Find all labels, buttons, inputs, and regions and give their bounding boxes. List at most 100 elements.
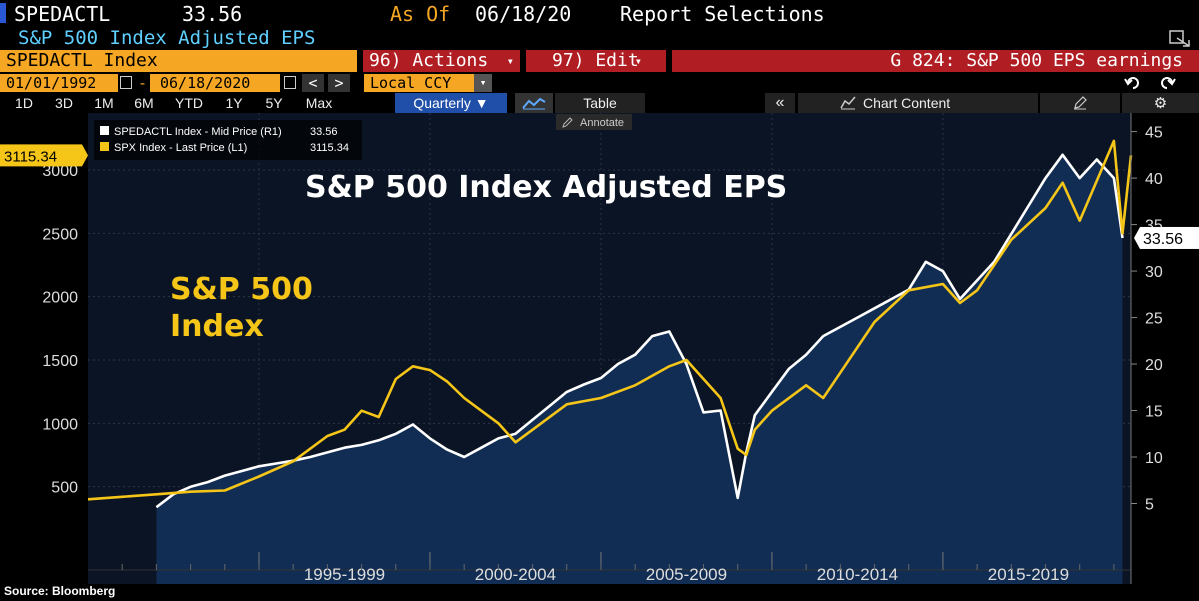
range-button-1y[interactable]: 1Y: [225, 95, 243, 111]
line-chart-icon: [522, 97, 546, 110]
redo-icon[interactable]: [1158, 75, 1176, 91]
x-tick-label: 1995-1999: [304, 565, 385, 584]
legend-spx-value: 3115.34: [310, 142, 349, 154]
left-tick-label: 2000: [42, 290, 78, 307]
right-tick-label: 25: [1145, 311, 1163, 328]
security-field[interactable]: SPEDACTL Index: [0, 50, 357, 72]
legend-eps-swatch: [100, 126, 109, 135]
spx-badge-tip: [82, 144, 88, 167]
left-tick-label: 1000: [42, 416, 78, 433]
range-toolbar: 1D 3D 1M 6M YTD 1Y 5Y Max Quarterly ▼ Table « C…: [0, 93, 1199, 113]
actions-menu[interactable]: 96) Actions ▾: [363, 50, 520, 72]
right-tick-label: 20: [1145, 357, 1163, 374]
chart-title: S&P 500 Index Adjusted EPS: [305, 170, 787, 205]
annotate-label: Annotate: [580, 117, 624, 129]
start-date-field[interactable]: 01/01/1992: [0, 74, 118, 92]
line-chart-toggle[interactable]: [515, 93, 553, 113]
x-axis: 1995-1999 2000-2004 2005-2009 2010-2014 2015…: [88, 552, 1131, 584]
left-tick-label: 2500: [42, 226, 78, 243]
current-value: 33.56: [182, 2, 243, 26]
eps-line: [155, 153, 1124, 509]
date-dash: -: [138, 74, 148, 92]
subtitle-bar: S&P 500 Index Adjusted EPS: [0, 27, 1199, 49]
end-calendar-icon[interactable]: [284, 76, 296, 89]
actions-label: 96) Actions: [369, 50, 489, 71]
range-button-3d[interactable]: 3D: [55, 95, 73, 111]
left-axis: 500 1000 1500 2000 2500 3000: [42, 163, 78, 497]
currency-value: Local CCY: [370, 74, 452, 92]
gear-icon: ⚙: [1153, 95, 1168, 112]
edit-chart-button[interactable]: [1040, 93, 1120, 113]
prev-button[interactable]: <: [302, 74, 324, 92]
right-tick-label: 40: [1145, 171, 1163, 188]
range-button-5y[interactable]: 5Y: [265, 95, 283, 111]
eps-badge-bg: [1140, 226, 1199, 249]
as-of-date[interactable]: 06/18/20: [475, 2, 572, 26]
eps-area-fill: [156, 154, 1123, 584]
period-caret-icon: ▼: [474, 95, 489, 111]
right-tick-label: 10: [1145, 450, 1163, 467]
spx-line: [87, 139, 1133, 501]
chart-content-icon: [840, 96, 856, 110]
range-button-1m[interactable]: 1M: [94, 95, 114, 111]
currency-caret-icon: ▾: [474, 74, 492, 92]
graph-id: G 824: S&P 500 EPS earnings: [890, 50, 1183, 71]
right-tick-label: 45: [1145, 125, 1163, 142]
period-select[interactable]: Quarterly ▼: [395, 93, 507, 113]
x-tick-label: 2015-2019: [988, 565, 1069, 584]
eps-badge-tip: [1134, 226, 1140, 249]
command-bar: SPEDACTL Index 96) Actions ▾ 97) Edit ▾ G …: [0, 50, 1199, 72]
export-icon[interactable]: [1168, 29, 1192, 48]
settings-button[interactable]: ⚙: [1122, 93, 1199, 113]
source-note: Source: Bloomberg: [4, 584, 116, 598]
range-buttons: 1D 3D 1M 6M YTD 1Y 5Y Max: [0, 93, 390, 113]
spx-annotation-line2: Index: [170, 309, 264, 344]
chart-content-button[interactable]: Chart Content: [798, 93, 1038, 113]
ticker-marker: [0, 3, 6, 23]
left-tick-label: 3000: [42, 163, 78, 180]
legend: SPEDACTL Index - Mid Price (R1) 33.56 SP…: [94, 120, 362, 160]
right-tick-label: 30: [1145, 264, 1163, 281]
edit-menu[interactable]: 97) Edit ▾: [526, 50, 666, 72]
actions-caret-icon: ▾: [506, 54, 514, 68]
edit-label: 97) Edit: [552, 50, 639, 71]
spx-annotation-line1: S&P 500: [170, 272, 313, 307]
range-button-ytd[interactable]: YTD: [175, 95, 203, 111]
legend-eps-label: SPEDACTL Index - Mid Price (R1): [114, 126, 282, 138]
table-button[interactable]: Table: [555, 93, 645, 113]
annotate-button[interactable]: Annotate: [556, 114, 632, 130]
undo-icon[interactable]: [1124, 75, 1142, 91]
annotate-pencil-icon: [562, 117, 573, 128]
report-selections-link[interactable]: Report Selections: [620, 2, 825, 26]
date-bar: 01/01/1992 - 06/18/2020 < > Local CCY ▾: [0, 74, 1199, 92]
range-button-6m[interactable]: 6M: [134, 95, 154, 111]
left-tick-label: 1500: [42, 353, 78, 370]
period-label: Quarterly: [413, 95, 471, 111]
end-date-field[interactable]: 06/18/2020: [150, 74, 280, 92]
eps-last-value-badge: 33.56: [1134, 226, 1199, 249]
left-tick-label: 500: [51, 480, 78, 497]
range-button-1d[interactable]: 1D: [15, 95, 33, 111]
legend-spx-label: SPX Index - Last Price (L1): [114, 142, 247, 154]
next-button[interactable]: >: [328, 74, 350, 92]
edit-caret-icon: ▾: [634, 54, 642, 68]
spx-last-value-badge: 3115.34: [0, 144, 88, 167]
spx-badge-bg: [0, 144, 82, 167]
collapse-button[interactable]: «: [765, 93, 795, 113]
range-button-max[interactable]: Max: [305, 95, 333, 111]
spx-last-value: 3115.34: [4, 148, 57, 165]
graph-id-bar: G 824: S&P 500 EPS earnings: [672, 50, 1199, 72]
annotate-button-bg: [556, 114, 632, 130]
eps-last-value: 33.56: [1143, 231, 1183, 248]
right-tick-label: 15: [1145, 404, 1163, 421]
legend-box: [94, 120, 362, 160]
legend-eps-value: 33.56: [310, 126, 338, 138]
as-of-label: As Of: [390, 2, 451, 26]
page-subtitle: S&P 500 Index Adjusted EPS: [18, 27, 316, 49]
currency-select[interactable]: Local CCY ▾: [364, 74, 492, 92]
start-calendar-icon[interactable]: [120, 76, 132, 89]
x-tick-label: 2005-2009: [646, 565, 727, 584]
legend-spx-swatch: [100, 142, 109, 151]
